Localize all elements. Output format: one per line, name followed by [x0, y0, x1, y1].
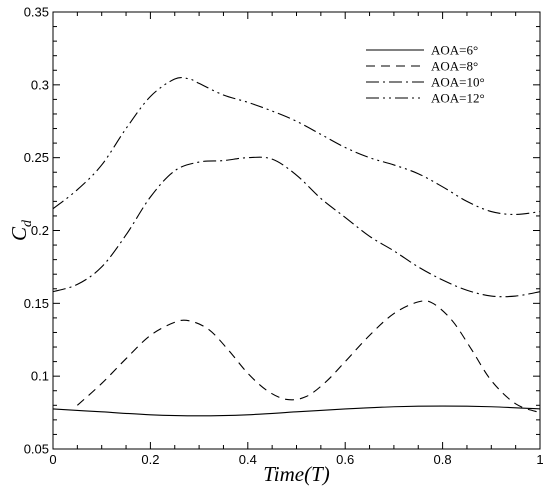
plot-lines	[52, 76, 541, 417]
y-axis-title-main: C	[7, 226, 31, 241]
legend-label: AOA=12°	[431, 91, 485, 106]
x-tick-label: 0	[49, 452, 56, 467]
series-line	[52, 156, 541, 298]
y-tick-label: 0.05	[24, 442, 49, 457]
x-tick-label: 1	[536, 452, 543, 467]
x-axis-title: Time(T)	[263, 462, 330, 486]
y-axis-title: Cd	[7, 219, 35, 241]
legend-label: AOA=10°	[431, 75, 485, 90]
y-tick-label: 0.2	[31, 223, 49, 238]
y-tick-label: 0.35	[24, 5, 49, 20]
y-tick-label: 0.1	[31, 369, 49, 384]
tick-labels: 0 0.2 0.4 0.6 0.8 1 0.05 0.1 0.15 0.2 0.25 0.3 0.35	[24, 5, 544, 468]
legend-label: AOA=8°	[431, 59, 478, 74]
y-axis-title-subscript: d	[20, 219, 35, 227]
x-tick-label: 0.2	[141, 452, 159, 467]
x-tick-label: 0.6	[336, 452, 354, 467]
series-line	[52, 76, 541, 216]
axis-ticks	[52, 11, 541, 450]
y-tick-label: 0.15	[24, 296, 49, 311]
y-tick-label: 0.3	[31, 77, 49, 92]
series-line	[76, 300, 541, 414]
series-line	[52, 405, 541, 417]
legend: AOA=6°AOA=8°AOA=10°AOA=12°	[366, 43, 485, 106]
y-tick-label: 0.25	[24, 150, 49, 165]
x-tick-label: 0.4	[239, 452, 257, 467]
legend-label: AOA=6°	[431, 43, 478, 58]
x-tick-label: 0.8	[434, 452, 452, 467]
